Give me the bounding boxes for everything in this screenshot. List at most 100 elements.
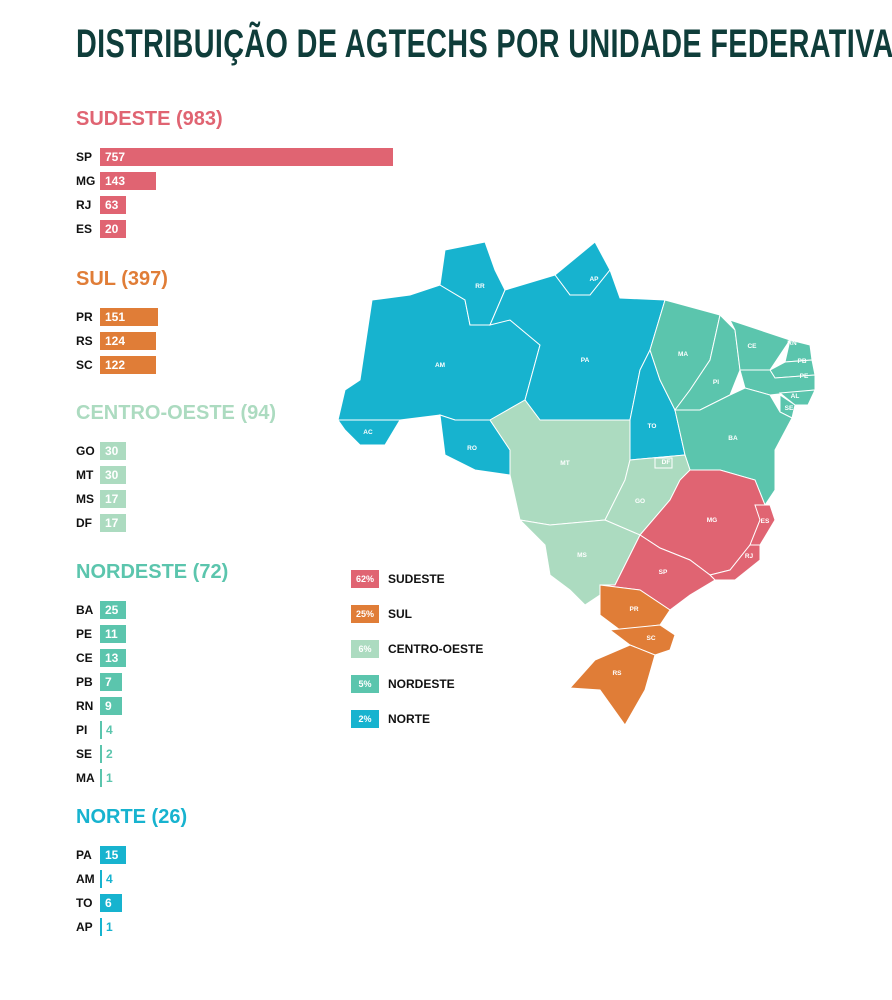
- bar-category-label: SC: [76, 358, 93, 372]
- region-heading: SUL (397): [76, 268, 168, 290]
- map-state-label: MA: [678, 351, 688, 358]
- bar: 6: [100, 894, 122, 912]
- map-state-label: MG: [707, 517, 717, 524]
- legend-item-sul: 25% SUL: [351, 596, 483, 631]
- legend-label: NORDESTE: [388, 676, 455, 691]
- map-state-df: [654, 457, 673, 469]
- bar-category-label: PE: [76, 627, 93, 641]
- page-title: DISTRIBUIÇÃO DE AGTECHS POR UNIDADE FEDE…: [76, 22, 892, 66]
- bar-row-am: AM 4: [76, 867, 187, 891]
- region-group-norte: NORTE (26) PA 15 AM 4 TO 6 AP 1: [76, 806, 187, 939]
- bar-row-rj: RJ 63: [76, 193, 393, 217]
- region-heading: NORTE (26): [76, 806, 188, 828]
- legend-item-nordeste: 5% NORDESTE: [351, 666, 483, 701]
- bar-value-label: 9: [105, 699, 112, 713]
- bar-value-label: 63: [105, 198, 119, 212]
- legend-item-centro-oeste: 6% CENTRO-OESTE: [351, 631, 483, 666]
- legend-swatch: 2%: [351, 709, 379, 728]
- map-state-label: PB: [797, 358, 806, 365]
- region-heading: SUDESTE (983): [76, 108, 223, 130]
- bar-category-label: MT: [76, 468, 94, 482]
- map-state-label: RR: [475, 283, 485, 290]
- bar-value-label: 7: [105, 675, 112, 689]
- map-state-rs: [568, 644, 656, 726]
- bar-category-label: DF: [76, 516, 92, 530]
- bar: 17: [100, 514, 126, 532]
- bar-category-label: AM: [76, 872, 95, 886]
- map-state-label: BA: [728, 435, 738, 442]
- bar-row-ma: MA 1: [76, 766, 228, 790]
- bar-value-label: 1: [106, 771, 113, 785]
- map-state-label: PR: [629, 606, 638, 613]
- map-state-label: CE: [747, 343, 757, 350]
- bar: 9: [100, 697, 122, 715]
- map-state-label: PI: [713, 379, 719, 386]
- bar-row-pb: PB 7: [76, 670, 228, 694]
- bar: 124: [100, 332, 156, 350]
- bar-value-label: 1: [106, 920, 113, 934]
- legend-swatch: 62%: [351, 569, 379, 588]
- bar: 30: [100, 442, 126, 460]
- bar-category-label: PA: [76, 848, 92, 862]
- bar-row-ap: AP 1: [76, 915, 187, 939]
- bar-category-label: TO: [76, 896, 93, 910]
- region-group-sudeste: SUDESTE (983) SP 757 MG 143 RJ 63 ES 20: [76, 108, 393, 241]
- region-heading: NORDESTE (72): [76, 561, 229, 583]
- map-state-label: SE: [785, 405, 794, 412]
- map-state-label: SC: [646, 635, 655, 642]
- legend: 62% SUDESTE 25% SUL 6% CENTRO-OESTE 5% NORDESTE…: [351, 561, 483, 736]
- bar: 151: [100, 308, 159, 326]
- bar: 13: [100, 649, 126, 667]
- map-state-label: MS: [577, 552, 587, 559]
- map-state-label: AL: [791, 393, 800, 400]
- bar-category-label: GO: [76, 444, 95, 458]
- bar: 4: [100, 721, 113, 739]
- bar: 11: [100, 625, 126, 643]
- map-state-label: AP: [589, 276, 599, 283]
- bar: 17: [100, 490, 126, 508]
- map-state-label: PA: [581, 357, 590, 364]
- bar-row-pr: PR 151: [76, 305, 168, 329]
- bar: 2: [100, 745, 113, 763]
- map-state-label: RJ: [745, 553, 754, 560]
- bar: 122: [100, 356, 156, 374]
- bar-category-label: AP: [76, 920, 93, 934]
- bar-row-mg: MG 143: [76, 169, 393, 193]
- map-state-ce: [729, 319, 791, 371]
- map-state-ac: [337, 419, 401, 446]
- region-group-sul: SUL (397) PR 151 RS 124 SC 122: [76, 268, 168, 377]
- map-state-label: RN: [787, 340, 797, 347]
- map-state-label: GO: [635, 498, 645, 505]
- bar: 757: [100, 148, 393, 166]
- legend-label: CENTRO-OESTE: [388, 641, 484, 656]
- legend-label: NORTE: [388, 711, 430, 726]
- bar-row-rs: RS 124: [76, 329, 168, 353]
- bar-value-label: 13: [105, 651, 119, 665]
- region-group-centro-oeste: CENTRO-OESTE (94) GO 30 MT 30 MS 17 DF 17: [76, 402, 276, 535]
- bar-row-mt: MT 30: [76, 463, 276, 487]
- bar-value-label: 17: [105, 492, 119, 506]
- bar-value-label: 17: [105, 516, 119, 530]
- bar-value-label: 15: [105, 848, 119, 862]
- bar-value-label: 757: [105, 150, 126, 164]
- bar-value-label: 122: [105, 358, 126, 372]
- legend-label: SUDESTE: [388, 571, 445, 586]
- region-heading: CENTRO-OESTE (94): [76, 402, 277, 424]
- bar-value-label: 6: [105, 896, 112, 910]
- bar-row-se: SE 2: [76, 742, 228, 766]
- bar-row-df: DF 17: [76, 511, 276, 535]
- map-state-label: RS: [612, 670, 622, 677]
- bar: 30: [100, 466, 126, 484]
- bar-value-label: 30: [105, 444, 119, 458]
- bar-value-label: 25: [105, 603, 119, 617]
- bar-value-label: 2: [106, 747, 113, 761]
- bar: 20: [100, 220, 126, 238]
- map-state-label: DF: [662, 459, 671, 466]
- bar-value-label: 4: [106, 872, 113, 886]
- legend-swatch: 6%: [351, 639, 379, 658]
- bar-category-label: SE: [76, 747, 93, 761]
- bar-category-label: MS: [76, 492, 94, 506]
- bar-category-label: RJ: [76, 198, 92, 212]
- bar-value-label: 143: [105, 174, 126, 188]
- bar-category-label: BA: [76, 603, 94, 617]
